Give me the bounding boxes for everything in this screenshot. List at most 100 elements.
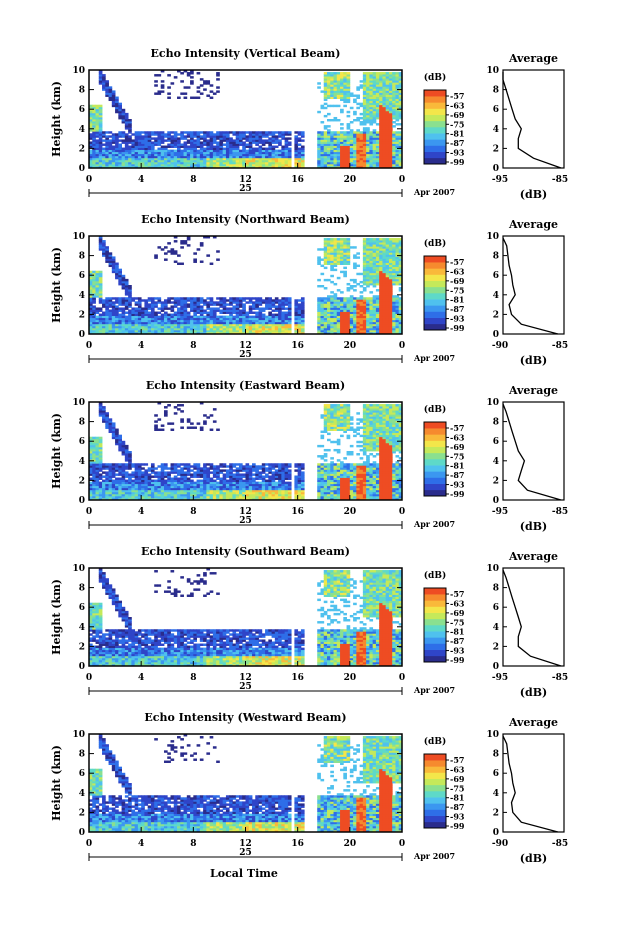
heatmap-cell xyxy=(216,78,220,80)
heatmap-cell xyxy=(252,148,256,150)
colorbar-unit: (dB) xyxy=(424,238,446,249)
heatmap-cell xyxy=(141,307,145,309)
heatmap-cell xyxy=(350,129,354,131)
heatmap-cell xyxy=(223,148,227,150)
heatmap-cell xyxy=(317,248,321,250)
heatmap-cell xyxy=(324,279,328,281)
heatmap-cell xyxy=(157,131,161,133)
heatmap-cell xyxy=(148,297,152,299)
heatmap-cell xyxy=(229,307,233,309)
avg-x-tick-label: -85 xyxy=(552,175,568,185)
heatmap-cell xyxy=(360,273,364,275)
heatmap-cell xyxy=(109,297,113,299)
y-axis-label: Height (km) xyxy=(50,247,63,323)
heatmap-cell xyxy=(278,150,282,152)
heatmap-cell xyxy=(265,297,269,299)
heatmap-cell xyxy=(356,117,360,119)
heatmap-cell xyxy=(392,121,396,123)
heatmap-cell xyxy=(157,74,161,76)
heatmap-cell xyxy=(157,90,161,92)
heatmap-cell xyxy=(324,107,328,109)
heatmap-cell xyxy=(171,248,175,250)
heatmap-cell xyxy=(92,271,96,273)
heatmap-cell xyxy=(327,125,331,127)
heatmap-cell xyxy=(327,295,331,297)
heatmap-cell xyxy=(112,297,116,299)
avg-x-tick-label: -90 xyxy=(492,341,508,351)
heatmap-cell xyxy=(216,297,220,299)
heatmap-cell xyxy=(275,131,279,133)
heatmap-cell xyxy=(177,307,181,309)
heatmap-cell xyxy=(392,72,396,74)
heatmap-cell xyxy=(330,131,334,133)
heatmap-cell xyxy=(347,283,351,285)
y-tick-label: 8 xyxy=(79,86,85,96)
avg-y-tick-label: 6 xyxy=(493,271,499,281)
heatmap-cell xyxy=(115,263,119,265)
heatmap-cell xyxy=(128,146,132,148)
x-tick-label: 8 xyxy=(190,175,196,185)
heatmap-cell xyxy=(320,297,324,299)
heatmap-cell xyxy=(200,141,204,143)
heatmap-cell xyxy=(203,131,207,133)
heatmap-cell xyxy=(278,139,282,141)
heatmap-cell xyxy=(360,84,364,86)
x-tick-label: 20 xyxy=(344,341,357,351)
heatmap-cell xyxy=(298,131,302,133)
heatmap-cell xyxy=(161,90,165,92)
heatmap-cell xyxy=(275,305,279,307)
heatmap-cell xyxy=(92,105,96,107)
heatmap-cell xyxy=(353,285,357,287)
heatmap-cell xyxy=(102,131,106,133)
heatmap-cell xyxy=(356,129,360,131)
heatmap-cell xyxy=(206,297,210,299)
heatmap-cell xyxy=(334,269,338,271)
x-tick-label: 0 xyxy=(399,175,405,185)
heatmap-cell xyxy=(184,97,188,99)
heatmap-cell xyxy=(317,82,321,84)
heatmap-cell xyxy=(363,72,367,74)
heatmap-cell xyxy=(174,297,178,299)
heatmap-cell xyxy=(118,314,122,316)
heatmap-cell xyxy=(347,131,351,133)
heatmap-cell xyxy=(167,144,171,146)
heatmap-cell xyxy=(177,137,181,139)
heatmap-cell xyxy=(171,150,175,152)
heatmap-cell xyxy=(285,297,289,299)
heatmap-cells xyxy=(89,70,402,168)
heatmap-cell xyxy=(281,131,285,133)
heatmap-cell xyxy=(167,92,171,94)
heatmap-cell xyxy=(356,107,360,109)
heatmap-cell xyxy=(213,92,217,94)
heatmap-cell xyxy=(203,88,207,90)
heatmap-cell xyxy=(317,297,321,299)
heatmap-cell xyxy=(177,263,181,265)
heatmap-cell xyxy=(356,265,360,267)
heatmap-cell xyxy=(122,307,126,309)
heatmap-cell xyxy=(122,109,126,111)
avg-y-tick-label: 2 xyxy=(493,144,499,154)
y-tick-label: 0 xyxy=(79,330,85,340)
heatmap-cell xyxy=(197,150,201,152)
heatmap-cell xyxy=(213,133,217,135)
heatmap-cell xyxy=(294,299,298,301)
heatmap-cell xyxy=(395,123,399,125)
heatmap-cell xyxy=(373,72,377,74)
average-unit: (dB) xyxy=(520,354,547,367)
heatmap-cell xyxy=(115,478,119,480)
heatmap-cell xyxy=(200,92,204,94)
heatmap-cell xyxy=(320,121,324,123)
colorbar-swatch xyxy=(424,139,446,145)
heatmap-cell xyxy=(216,301,220,303)
heatmap-cell xyxy=(210,307,214,309)
heatmap-cell xyxy=(177,133,181,135)
heatmap-cell xyxy=(216,141,220,143)
heatmap-cell xyxy=(206,131,210,133)
heatmap-cell xyxy=(112,256,116,258)
heatmap-cell xyxy=(327,72,331,74)
heatmap-cell xyxy=(125,312,129,314)
heatmap-cell xyxy=(324,297,328,299)
heatmap-cell xyxy=(102,406,106,408)
